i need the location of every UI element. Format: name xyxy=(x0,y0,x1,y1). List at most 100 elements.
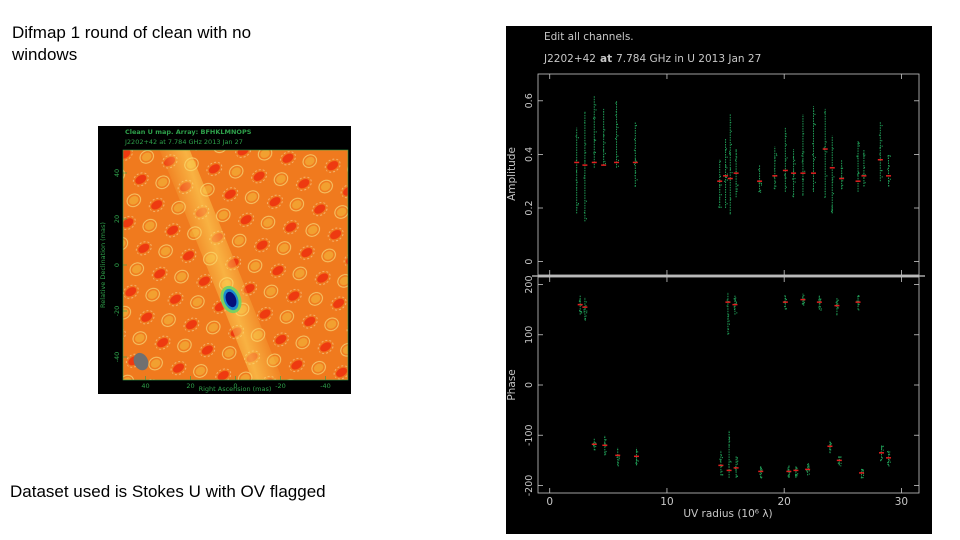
amplitude-point xyxy=(615,111,617,113)
phase-point xyxy=(761,476,763,478)
amplitude-panel xyxy=(537,73,920,276)
amplitude-y-tick-label: 0.2 xyxy=(524,200,535,215)
phase-cluster xyxy=(836,455,842,467)
amplitude-point xyxy=(792,178,794,180)
phase-point xyxy=(837,456,839,458)
amplitude-point xyxy=(736,156,738,158)
amplitude-point xyxy=(881,140,883,142)
phase-point xyxy=(759,467,761,469)
phase-point xyxy=(858,295,860,298)
amplitude-point xyxy=(785,186,787,188)
amplitude-point xyxy=(887,155,889,157)
phase-point xyxy=(604,443,606,445)
phase-point xyxy=(808,473,810,475)
amplitude-point xyxy=(881,145,883,147)
amplitude-point xyxy=(603,149,605,151)
amplitude-point xyxy=(720,184,722,186)
phase-point xyxy=(604,442,606,444)
phase-point xyxy=(838,462,840,464)
amplitude-point xyxy=(719,189,721,191)
amplitude-point xyxy=(731,172,733,174)
amplitude-point xyxy=(617,165,619,167)
map-x-tick-label: 40 xyxy=(141,382,149,390)
phase-cluster xyxy=(782,294,788,310)
phase-point xyxy=(728,431,730,433)
amplitude-point xyxy=(801,152,803,155)
amplitude-point xyxy=(773,187,775,189)
phase-point xyxy=(888,453,890,455)
amplitude-cluster xyxy=(877,122,883,182)
amplitude-point xyxy=(575,179,577,181)
phase-point xyxy=(801,303,803,305)
phase-point xyxy=(635,462,637,464)
amplitude-point xyxy=(793,193,795,195)
amplitude-point xyxy=(804,170,806,172)
amplitude-point xyxy=(784,177,786,179)
phase-point xyxy=(829,448,831,450)
map-y-tick-label: -20 xyxy=(113,306,121,317)
phase-cluster xyxy=(816,295,822,311)
phase-point xyxy=(803,302,805,304)
uv-x-tick-label: 20 xyxy=(777,496,790,508)
amplitude-cluster xyxy=(886,154,892,187)
amplitude-point xyxy=(786,157,788,159)
amplitude-point xyxy=(595,104,597,106)
amplitude-point xyxy=(636,179,638,181)
phase-point xyxy=(819,300,821,302)
phase-point xyxy=(882,445,884,447)
phase-point xyxy=(733,308,735,311)
amplitude-point xyxy=(604,142,606,144)
amplitude-point xyxy=(814,123,816,125)
amplitude-point xyxy=(595,139,597,141)
phase-point xyxy=(729,437,731,439)
phase-point xyxy=(735,466,737,468)
phase-point xyxy=(889,459,891,461)
amplitude-point xyxy=(864,166,866,169)
phase-point xyxy=(787,475,789,477)
amplitude-point xyxy=(758,169,760,171)
amplitude-point xyxy=(633,149,635,151)
amplitude-point xyxy=(825,141,827,143)
amplitude-point xyxy=(879,146,881,148)
phase-point xyxy=(820,309,822,311)
amplitude-point xyxy=(802,179,804,181)
phase-point xyxy=(617,448,619,450)
phase-point xyxy=(760,467,762,469)
amplitude-point xyxy=(879,153,881,155)
amplitude-point xyxy=(720,206,722,208)
amplitude-point xyxy=(881,169,883,172)
phase-point xyxy=(837,303,839,305)
amplitude-point xyxy=(594,139,596,141)
amplitude-point xyxy=(887,168,889,170)
amplitude-point xyxy=(730,198,732,200)
amplitude-point xyxy=(812,154,814,156)
amplitude-point xyxy=(812,188,814,190)
amplitude-point xyxy=(785,177,787,179)
phase-cluster xyxy=(582,297,588,321)
amplitude-cluster xyxy=(855,141,861,192)
phase-point xyxy=(722,456,724,459)
phase-point xyxy=(784,297,786,300)
amplitude-point xyxy=(595,109,597,111)
map-x-axis-label: Right Ascension (mas) xyxy=(199,385,272,393)
phase-point xyxy=(818,299,820,301)
map-y-tick-label: -40 xyxy=(113,352,121,363)
phase-point xyxy=(728,332,730,335)
phase-point xyxy=(862,476,864,479)
phase-cluster xyxy=(615,447,621,467)
amplitude-point xyxy=(803,133,805,135)
phase-point xyxy=(585,304,587,307)
amplitude-point xyxy=(784,174,786,176)
phase-point xyxy=(836,300,838,302)
map-ridge xyxy=(142,150,303,380)
amplitude-point xyxy=(615,114,617,116)
amplitude-point xyxy=(794,181,796,183)
amplitude-point xyxy=(814,181,816,184)
phase-point xyxy=(861,477,863,479)
amplitude-point xyxy=(832,148,834,150)
phase-point xyxy=(760,469,762,472)
phase-cluster xyxy=(855,294,861,311)
amplitude-point xyxy=(616,123,618,125)
amplitude-point xyxy=(856,155,858,157)
amplitude-point xyxy=(862,174,864,176)
